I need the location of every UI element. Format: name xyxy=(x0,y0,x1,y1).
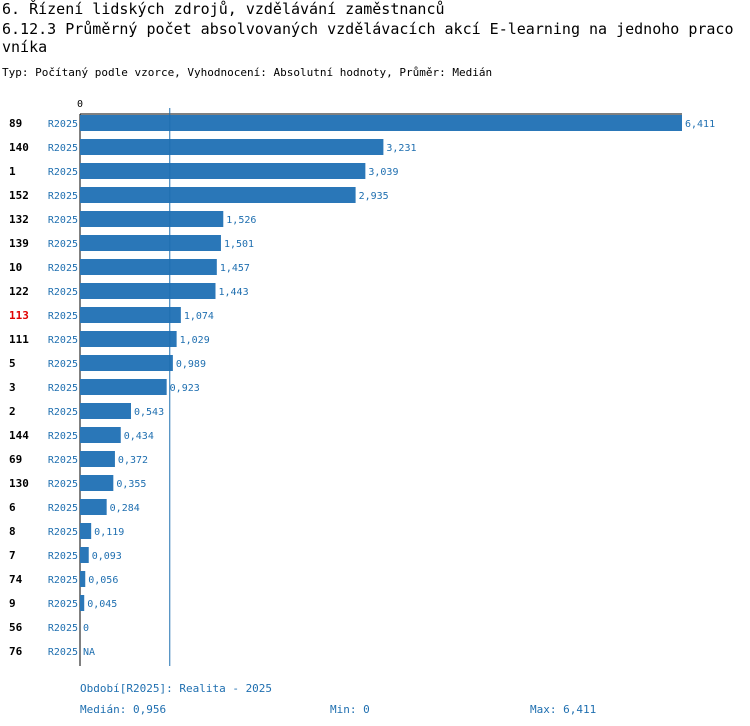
bar xyxy=(80,475,114,491)
bar xyxy=(80,427,121,443)
bar xyxy=(80,235,221,251)
period-label: R2025 xyxy=(48,167,78,178)
value-label: NA xyxy=(83,647,95,658)
category-label: 144 xyxy=(9,429,29,442)
value-label: 0,093 xyxy=(92,551,122,562)
bar xyxy=(80,283,216,299)
period-label: R2025 xyxy=(48,215,78,226)
period-label: R2025 xyxy=(48,647,78,658)
value-label: 0,355 xyxy=(116,479,146,490)
bar xyxy=(80,187,356,203)
period-label: R2025 xyxy=(48,551,78,562)
bar xyxy=(80,355,173,371)
category-label: 132 xyxy=(9,213,29,226)
value-label: 0,923 xyxy=(170,383,200,394)
category-label: 5 xyxy=(9,357,16,370)
value-label: 0,372 xyxy=(118,455,148,466)
period-label: R2025 xyxy=(48,527,78,538)
category-label: 2 xyxy=(9,405,16,418)
bar xyxy=(80,571,86,587)
period-label: R2025 xyxy=(48,383,78,394)
value-label: 1,443 xyxy=(218,287,248,298)
category-label: 152 xyxy=(9,189,29,202)
category-label: 3 xyxy=(9,381,16,394)
category-label: 89 xyxy=(9,117,22,130)
bar xyxy=(80,331,177,347)
min-summary: Min: 0 xyxy=(330,703,370,716)
category-label: 113 xyxy=(9,309,29,322)
category-label: 6 xyxy=(9,501,16,514)
category-label: 130 xyxy=(9,477,29,490)
bar xyxy=(80,211,224,227)
value-label: 1,457 xyxy=(220,263,250,274)
bar xyxy=(80,139,384,155)
bar xyxy=(80,499,107,515)
chart-title: 6.12.3 Průměrný počet absolvovaných vzdě… xyxy=(2,20,734,56)
category-label: 139 xyxy=(9,237,29,250)
period-label: R2025 xyxy=(48,407,78,418)
bar xyxy=(80,451,115,467)
value-label: 1,029 xyxy=(180,335,210,346)
value-label: 3,231 xyxy=(386,143,416,154)
category-label: 122 xyxy=(9,285,29,298)
category-label: 56 xyxy=(9,621,23,634)
period-label: R2025 xyxy=(48,335,78,346)
max-summary: Max: 6,411 xyxy=(530,703,597,716)
period-label: R2025 xyxy=(48,311,78,322)
value-label: 1,526 xyxy=(226,215,256,226)
bar xyxy=(80,259,217,275)
value-label: 2,935 xyxy=(359,191,389,202)
period-label: R2025 xyxy=(48,143,78,154)
period-label: R2025 xyxy=(48,119,78,130)
period-label: R2025 xyxy=(48,191,78,202)
value-label: 0,056 xyxy=(88,575,118,586)
period-label: R2025 xyxy=(48,263,78,274)
bar xyxy=(80,115,682,131)
bar xyxy=(80,163,366,179)
median-summary: Medián: 0,956 xyxy=(80,703,167,716)
period-label: R2025 xyxy=(48,431,78,442)
value-label: 0,543 xyxy=(134,407,164,418)
chart-meta: Typ: Počítaný podle vzorce, Vyhodnocení:… xyxy=(2,66,493,79)
bar xyxy=(80,379,167,395)
bar xyxy=(80,595,85,611)
period-label: R2025 xyxy=(48,455,78,466)
period-label: R2025 xyxy=(48,239,78,250)
bar xyxy=(80,523,92,539)
period-label: R2025 xyxy=(48,575,78,586)
value-label: 1,501 xyxy=(224,239,254,250)
category-label: 7 xyxy=(9,549,16,562)
value-label: 3,039 xyxy=(368,167,398,178)
bar xyxy=(80,547,89,563)
category-label: 9 xyxy=(9,597,16,610)
section-title: 6. Řízení lidských zdrojů, vzdělávání za… xyxy=(2,0,445,18)
value-label: 0 xyxy=(83,623,89,634)
period-note: Období[R2025]: Realita - 2025 xyxy=(80,682,273,695)
value-label: 0,119 xyxy=(94,527,124,538)
category-label: 76 xyxy=(9,645,23,658)
value-label: 0,045 xyxy=(87,599,117,610)
category-label: 10 xyxy=(9,261,22,274)
period-label: R2025 xyxy=(48,623,78,634)
category-label: 140 xyxy=(9,141,29,154)
bar xyxy=(80,403,131,419)
period-label: R2025 xyxy=(48,503,78,514)
value-label: 6,411 xyxy=(685,119,715,130)
value-label: 1,074 xyxy=(184,311,214,322)
category-label: 8 xyxy=(9,525,16,538)
period-label: R2025 xyxy=(48,287,78,298)
category-label: 111 xyxy=(9,333,29,346)
category-label: 74 xyxy=(9,573,23,586)
bar xyxy=(80,307,181,323)
period-label: R2025 xyxy=(48,359,78,370)
value-label: 0,284 xyxy=(110,503,140,514)
period-label: R2025 xyxy=(48,599,78,610)
axis-zero-label: 0 xyxy=(77,99,83,110)
category-label: 69 xyxy=(9,453,22,466)
period-label: R2025 xyxy=(48,479,78,490)
value-label: 0,989 xyxy=(176,359,206,370)
category-label: 1 xyxy=(9,165,16,178)
value-label: 0,434 xyxy=(124,431,154,442)
